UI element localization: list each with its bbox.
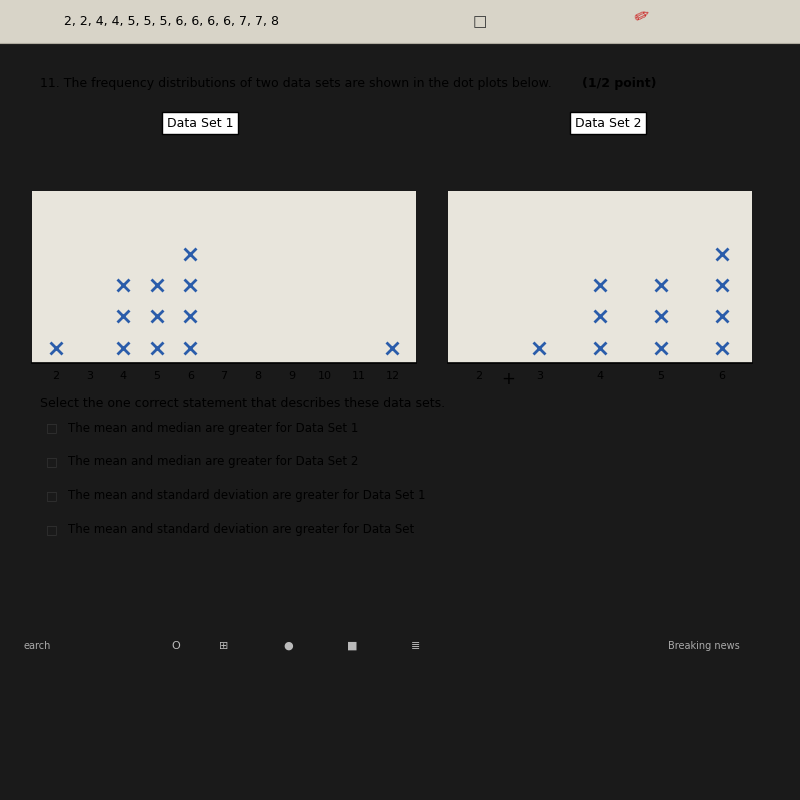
Text: The mean and standard deviation are greater for Data Set 1: The mean and standard deviation are grea… <box>68 490 426 502</box>
Text: The mean and median are greater for Data Set 2: The mean and median are greater for Data… <box>68 455 358 469</box>
Text: □: □ <box>46 490 58 502</box>
Text: □: □ <box>46 523 58 536</box>
Text: □: □ <box>473 14 487 29</box>
Text: Data Set 1: Data Set 1 <box>166 117 234 130</box>
FancyBboxPatch shape <box>0 0 800 43</box>
Text: earch: earch <box>24 641 51 651</box>
Text: Data Set 2: Data Set 2 <box>574 117 642 130</box>
Text: 2, 2, 4, 4, 5, 5, 5, 6, 6, 6, 6, 7, 7, 8: 2, 2, 4, 4, 5, 5, 5, 6, 6, 6, 6, 7, 7, 8 <box>64 15 279 28</box>
Text: ✐: ✐ <box>630 7 650 30</box>
Text: The mean and median are greater for Data Set 1: The mean and median are greater for Data… <box>68 422 358 434</box>
Text: Breaking news: Breaking news <box>668 641 740 651</box>
Text: ●: ● <box>283 641 293 651</box>
Text: ≣: ≣ <box>411 641 421 651</box>
Text: ⊞: ⊞ <box>219 641 229 651</box>
Text: 11. The frequency distributions of two data sets are shown in the dot plots belo: 11. The frequency distributions of two d… <box>40 77 560 90</box>
Text: The mean and standard deviation are greater for Data Set: The mean and standard deviation are grea… <box>68 523 414 536</box>
Text: Select the one correct statement that describes these data sets.: Select the one correct statement that de… <box>40 398 445 410</box>
Text: (1/2 point): (1/2 point) <box>582 77 657 90</box>
Text: □: □ <box>46 455 58 469</box>
Text: +: + <box>501 370 515 388</box>
Text: ■: ■ <box>346 641 358 651</box>
Text: O: O <box>172 641 180 651</box>
Text: □: □ <box>46 422 58 434</box>
